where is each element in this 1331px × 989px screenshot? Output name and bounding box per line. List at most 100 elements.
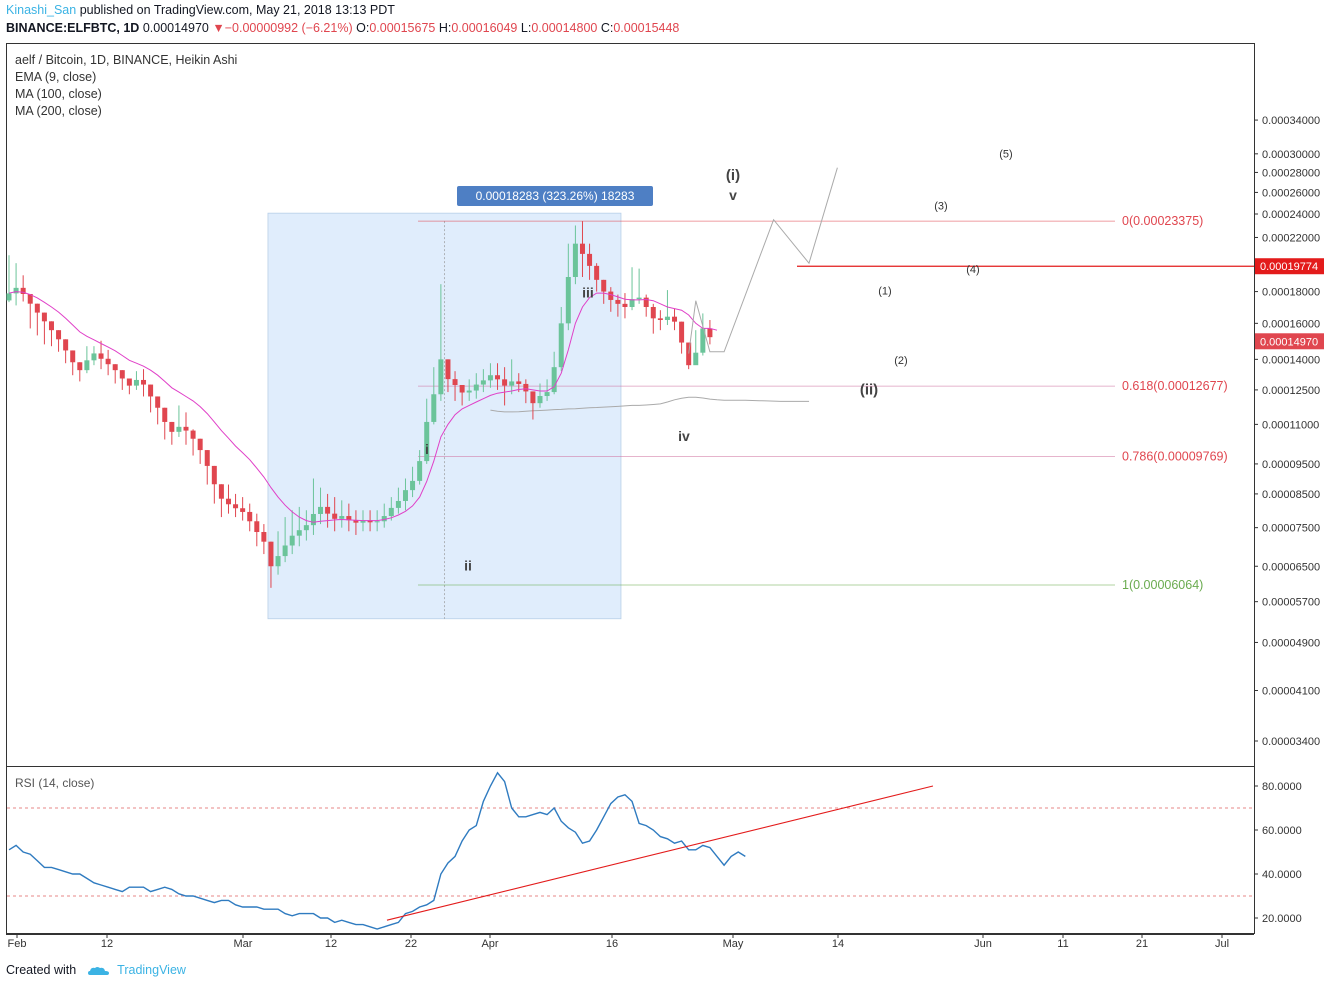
candle[interactable] [622,293,628,319]
candle[interactable] [289,510,295,555]
candle[interactable] [162,407,168,440]
candle[interactable] [56,330,62,352]
candle[interactable] [190,429,196,456]
author-link[interactable]: Kinashi_San [6,3,77,17]
rsi-line[interactable] [8,771,746,930]
candle[interactable] [13,263,19,306]
candle[interactable] [431,367,437,425]
candle[interactable] [218,484,224,518]
candle[interactable] [211,465,217,504]
candle[interactable] [572,225,578,285]
candle[interactable] [133,371,139,390]
candle[interactable] [473,373,479,399]
candle[interactable] [233,493,239,518]
candle[interactable] [579,221,585,277]
candle[interactable] [332,497,338,532]
candle[interactable] [240,497,246,521]
candle[interactable] [487,363,493,388]
candle[interactable] [636,268,642,304]
candle[interactable] [325,493,331,528]
candle[interactable] [346,503,352,532]
candle[interactable] [480,369,486,393]
candle[interactable] [402,478,408,511]
candle[interactable] [77,362,83,382]
candle[interactable] [629,267,635,311]
candle[interactable] [176,405,182,437]
candle[interactable] [388,497,394,521]
candle[interactable] [84,346,90,374]
candle[interactable] [275,531,281,575]
ma-100-line[interactable] [490,396,810,413]
candle[interactable] [438,284,444,401]
candle[interactable] [310,478,316,535]
candle[interactable] [558,306,564,372]
candle[interactable] [282,517,288,563]
candle[interactable] [261,524,267,555]
candle[interactable] [148,384,154,413]
candle[interactable] [268,541,274,588]
candle[interactable] [657,310,663,331]
candle[interactable] [452,371,458,401]
candle[interactable] [466,379,472,401]
candle[interactable] [679,321,685,354]
candle[interactable] [353,510,359,535]
candle[interactable] [254,513,260,547]
candle[interactable] [608,287,614,312]
candle[interactable] [502,367,508,406]
candle[interactable] [516,373,522,393]
candle[interactable] [445,359,451,393]
candle[interactable] [381,503,387,528]
candle[interactable] [650,303,656,334]
rsi-trendline[interactable] [386,785,934,921]
tradingview-brand-link[interactable]: TradingView [117,963,186,977]
candle[interactable] [530,391,536,420]
candle[interactable] [155,396,161,425]
candle[interactable] [459,384,465,406]
candle[interactable] [6,255,12,303]
candle[interactable] [27,293,33,329]
projection-path[interactable] [688,167,838,354]
candle[interactable] [296,506,302,547]
candle[interactable] [225,484,231,514]
candle[interactable] [395,487,401,514]
candle[interactable] [169,421,175,445]
symbol-label[interactable]: BINANCE:ELFBTC, 1D [6,21,140,35]
candle[interactable] [141,369,147,397]
candle[interactable] [98,340,104,370]
candle[interactable] [643,294,649,317]
candle[interactable] [601,279,607,304]
candle[interactable] [664,290,670,326]
candle[interactable] [48,321,54,347]
candle[interactable] [204,450,210,485]
candle[interactable] [587,243,593,280]
candle[interactable] [410,466,416,498]
candle[interactable] [672,308,678,331]
candle[interactable] [63,339,69,364]
candle[interactable] [105,349,111,376]
candle[interactable] [686,342,692,370]
candle[interactable] [700,313,706,356]
candle[interactable] [523,379,529,404]
candle[interactable] [693,330,699,366]
candle[interactable] [303,510,309,541]
candle[interactable] [119,370,125,390]
candle[interactable] [197,438,203,464]
candle[interactable] [70,350,76,376]
candle[interactable] [112,364,118,384]
candle[interactable] [41,312,47,345]
candle[interactable] [424,398,430,464]
candle[interactable] [183,412,189,445]
candle[interactable] [20,275,26,302]
candle[interactable] [509,359,515,395]
candle[interactable] [615,294,621,317]
candle[interactable] [594,263,600,292]
candle[interactable] [34,303,40,336]
candle[interactable] [339,500,345,528]
candle[interactable] [247,503,253,532]
candle[interactable] [318,487,324,525]
candle[interactable] [537,383,543,408]
candle[interactable] [707,319,713,345]
candle[interactable] [91,346,97,366]
candle[interactable] [417,450,423,485]
